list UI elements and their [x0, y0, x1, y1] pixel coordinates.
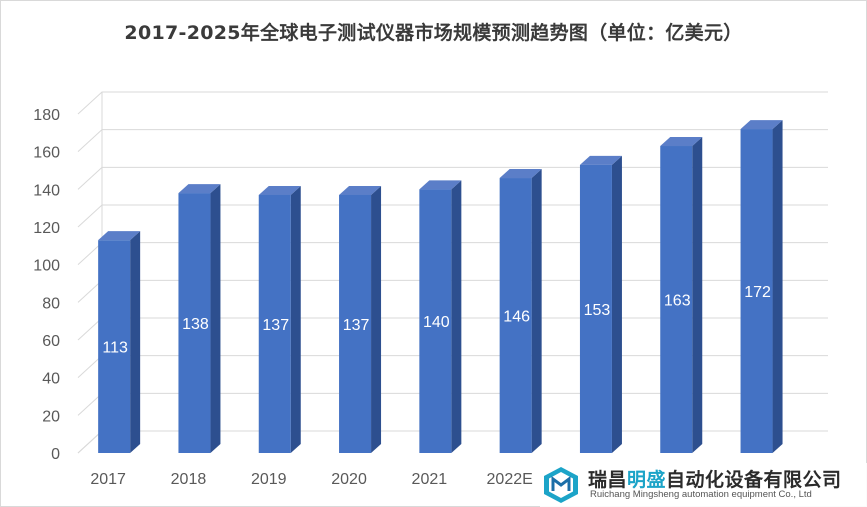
- x-tick-label: 2020: [331, 471, 367, 488]
- bar: [579, 164, 612, 453]
- bar: [660, 146, 693, 453]
- gridline: [77, 129, 828, 153]
- bar-column: 146: [499, 169, 542, 454]
- y-tick-label: 40: [42, 371, 60, 388]
- data-label: 138: [182, 316, 209, 333]
- bar-side: [371, 185, 382, 453]
- bar-top: [660, 137, 703, 147]
- x-tick-label: 2019: [251, 471, 287, 488]
- y-tick-label: 60: [42, 333, 60, 350]
- y-tick-label: 120: [33, 220, 60, 237]
- bar-side: [290, 185, 301, 453]
- bar-side: [692, 137, 703, 453]
- bar-side: [772, 120, 783, 454]
- data-label: 137: [343, 317, 370, 334]
- x-tick-label: 2022E: [487, 471, 533, 488]
- data-label: 163: [664, 293, 691, 310]
- gridline: [77, 91, 828, 115]
- bar-column: 172: [740, 120, 783, 454]
- data-label: 153: [584, 302, 611, 319]
- bar-column: 113: [98, 231, 141, 453]
- bar-column: 137: [258, 185, 301, 453]
- y-tick-label: 80: [42, 295, 60, 312]
- bar: [258, 194, 291, 453]
- bars: 113 138 137 137 140 146 153 163 172: [98, 120, 783, 454]
- bar-side: [210, 184, 221, 453]
- bar-top: [579, 155, 622, 165]
- x-tick-label: 2018: [171, 471, 207, 488]
- bar: [419, 189, 452, 454]
- bar-column: 140: [419, 180, 462, 454]
- data-label: 172: [744, 284, 771, 301]
- bar: [178, 193, 211, 453]
- bar-column: 138: [178, 184, 221, 453]
- bar-top: [339, 185, 382, 195]
- y-tick-label: 20: [42, 408, 60, 425]
- bar-column: 163: [660, 137, 703, 453]
- data-label: 113: [102, 340, 128, 357]
- data-label: 140: [423, 314, 450, 331]
- bar-top: [419, 180, 462, 190]
- bar: [339, 194, 372, 453]
- y-tick-label: 100: [33, 258, 60, 275]
- bar-top: [740, 120, 783, 130]
- data-label: 137: [262, 317, 289, 334]
- y-axis-ticks: 0 20 40 60 80 100 120 140 160 180: [33, 107, 60, 463]
- bar: [740, 129, 773, 454]
- bar-side: [130, 231, 141, 453]
- bar-side: [451, 180, 462, 454]
- bar-side: [611, 155, 622, 453]
- data-label: 146: [503, 309, 530, 326]
- company-logo-icon: [544, 467, 578, 503]
- bar: [98, 240, 131, 453]
- bar-top: [98, 231, 141, 241]
- x-axis-ticks: 2017 2018 2019 2020 2021 2022E: [90, 471, 532, 488]
- bar-top: [499, 169, 542, 179]
- x-tick-label: 2017: [90, 471, 126, 488]
- bar-top: [258, 185, 301, 195]
- bar-top: [178, 184, 221, 194]
- bar-side: [531, 169, 542, 454]
- company-name-cn: 瑞昌明盛自动化设备有限公司: [588, 469, 842, 491]
- bar: [499, 178, 532, 454]
- bar-column: 137: [339, 185, 382, 453]
- company-watermark: 瑞昌明盛自动化设备有限公司 Ruichang Mingsheng automat…: [540, 463, 867, 507]
- y-tick-label: 160: [33, 145, 60, 162]
- x-tick-label: 2021: [412, 471, 448, 488]
- bar-column: 153: [579, 155, 622, 453]
- company-name-en: Ruichang Mingsheng automation equipment …: [590, 489, 812, 500]
- y-tick-label: 140: [33, 182, 60, 199]
- y-tick-label: 180: [33, 107, 60, 124]
- chart-title: 2017-2025年全球电子测试仪器市场规模预测趋势图（单位：亿美元）: [124, 22, 743, 44]
- y-tick-label: 0: [51, 446, 60, 463]
